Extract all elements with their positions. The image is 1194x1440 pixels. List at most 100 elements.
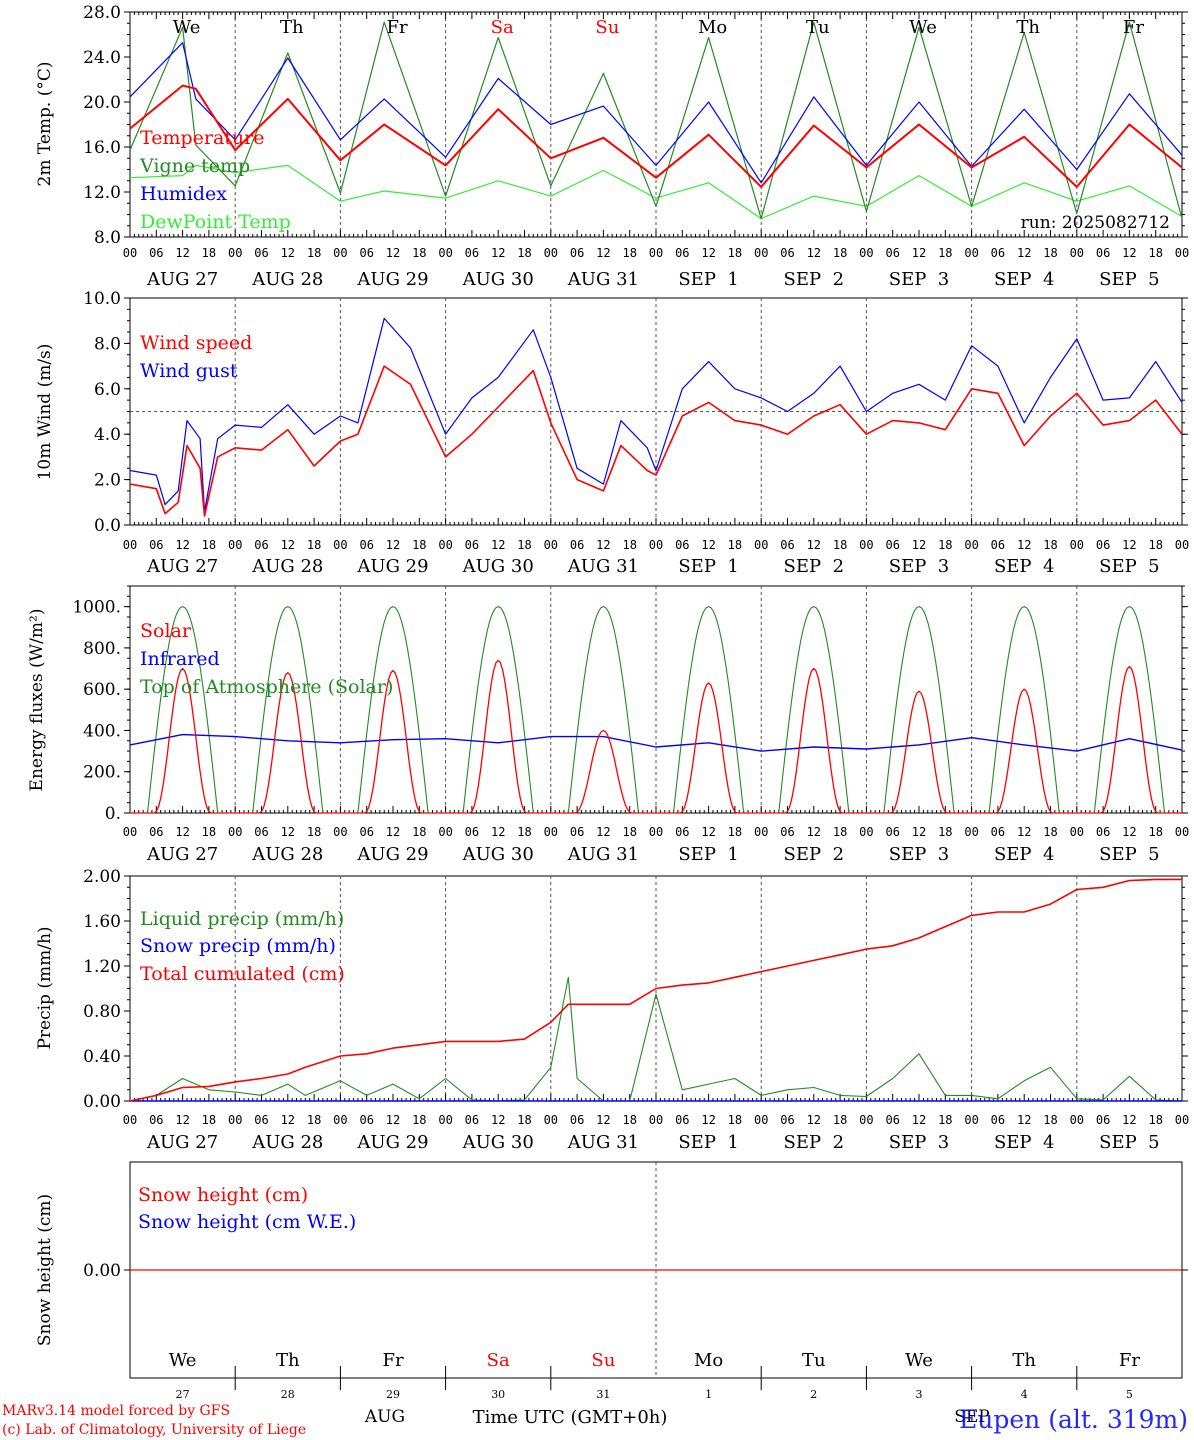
hour-label: 18 — [938, 246, 952, 260]
hour-label: 18 — [833, 825, 847, 839]
hour-label: 06 — [254, 1113, 268, 1127]
day-number-label: 27 — [176, 1388, 190, 1401]
series-liquid-precip — [129, 976, 1183, 1102]
hour-label: 06 — [359, 246, 373, 260]
hour-label: 06 — [991, 1113, 1005, 1127]
hour-label: 12 — [596, 538, 610, 552]
y-tick-label: 2.0 — [94, 471, 121, 491]
hour-label: 00 — [544, 1113, 558, 1127]
day-label: SEP 4 — [994, 844, 1054, 865]
wind-y-label: 10m Wind (m/s) — [35, 344, 55, 481]
hour-label: 00 — [754, 246, 768, 260]
day-label: AUG 28 — [251, 1132, 323, 1153]
y-tick-label: 400. — [83, 721, 121, 741]
run-label: run: 2025082712 — [1021, 213, 1170, 233]
y-tick-label: 200. — [83, 763, 121, 783]
day-label: AUG 31 — [567, 1132, 639, 1153]
hour-label: 00 — [964, 246, 978, 260]
hour-label: 12 — [1017, 825, 1031, 839]
hour-label: 06 — [149, 825, 163, 839]
weekday-label-top: Su — [595, 17, 619, 38]
weekday-label-bottom: Sa — [487, 1350, 510, 1371]
hour-label: 18 — [202, 246, 216, 260]
day-label: AUG 30 — [462, 269, 534, 290]
hour-label: 00 — [649, 1113, 663, 1127]
hour-label: 12 — [912, 825, 926, 839]
hour-label: 06 — [1096, 825, 1110, 839]
hour-label: 12 — [175, 825, 189, 839]
hour-label: 18 — [307, 825, 321, 839]
series-vigne-temp — [129, 21, 1183, 220]
y-tick-label: 600. — [83, 680, 121, 700]
hour-label: 00 — [859, 825, 873, 839]
hour-label: 06 — [465, 538, 479, 552]
day-number-label: 5 — [1126, 1388, 1133, 1401]
hour-label: 06 — [675, 825, 689, 839]
weekday-label-bottom: Mo — [694, 1350, 723, 1371]
panel-energy: 00 06 12 18 00 06 12 18 00 06 12 18 00 06 12 18 00 06 12 18… — [27, 585, 1189, 865]
panel-precip: 00 06 12 18 00 06 12 18 00 06 12 18 00 06 12 18 00 06 12 18… — [35, 867, 1189, 1153]
hour-label: 12 — [1017, 538, 1031, 552]
series-wind-speed — [129, 365, 1183, 517]
hour-label: 00 — [123, 825, 137, 839]
day-number-label: 30 — [491, 1388, 505, 1401]
hour-label: 18 — [1148, 1113, 1162, 1127]
hour-label: 18 — [622, 825, 636, 839]
weekday-label-bottom: Su — [591, 1350, 615, 1371]
y-tick-label: 1.60 — [83, 912, 121, 932]
day-label: AUG 29 — [356, 844, 428, 865]
weekday-label-bottom: Th — [276, 1350, 300, 1371]
hour-label: 06 — [254, 538, 268, 552]
hour-label: 12 — [596, 825, 610, 839]
snow-plot-area: 0.00 We Th Fr Sa Su Mo Tu We Th Fr 27 28 29 30 31 1 2 3 4 5 — [83, 1161, 1188, 1401]
hour-label: 00 — [123, 1113, 137, 1127]
day-label: SEP 5 — [1099, 844, 1159, 865]
hour-label: 18 — [1043, 825, 1057, 839]
hour-label: 00 — [1175, 246, 1189, 260]
hour-label: 12 — [596, 1113, 610, 1127]
hour-label: 00 — [964, 825, 978, 839]
hour-label: 18 — [202, 825, 216, 839]
hour-label: 06 — [465, 825, 479, 839]
hour-label: 06 — [991, 825, 1005, 839]
hour-label: 18 — [412, 1113, 426, 1127]
hour-label: 18 — [833, 246, 847, 260]
weekday-label-bottom: Fr — [1119, 1350, 1140, 1371]
day-number-label: 29 — [386, 1388, 400, 1401]
hour-label: 12 — [175, 246, 189, 260]
day-label: SEP 4 — [994, 269, 1054, 290]
hour-label: 18 — [1043, 1113, 1057, 1127]
y-tick-label: 6.0 — [94, 380, 121, 400]
hour-label: 00 — [438, 825, 452, 839]
legend-infrared: Infrared — [140, 648, 220, 670]
hour-label: 06 — [675, 1113, 689, 1127]
hour-label: 00 — [123, 246, 137, 260]
legend-toa: Top of Atmosphere (Solar) — [140, 676, 393, 698]
legend-snow-precip: Snow precip (mm/h) — [140, 935, 336, 957]
weekday-label-bottom: We — [169, 1350, 197, 1371]
wind-plot-area: 00 06 12 18 00 06 12 18 00 06 12 18 00 06 12 18 00 06 12 18… — [83, 289, 1189, 577]
day-number-label: 28 — [281, 1388, 295, 1401]
day-label: SEP 1 — [678, 269, 738, 290]
hour-label: 06 — [780, 246, 794, 260]
hour-label: 18 — [622, 1113, 636, 1127]
day-label: AUG 29 — [356, 269, 428, 290]
day-number-label: 2 — [810, 1388, 817, 1401]
day-number-label: 1 — [705, 1388, 712, 1401]
hour-label: 00 — [333, 538, 347, 552]
legend-snow-height: Snow height (cm) — [138, 1184, 308, 1206]
day-number-label: 31 — [596, 1388, 610, 1401]
hour-label: 00 — [438, 1113, 452, 1127]
weekday-label-bottom: We — [905, 1350, 933, 1371]
day-label: AUG 28 — [251, 269, 323, 290]
legend-vigne-temp: Vigne temp — [139, 155, 250, 177]
hour-label: 06 — [149, 1113, 163, 1127]
y-tick-label: 2.00 — [83, 867, 121, 887]
hour-label: 06 — [254, 246, 268, 260]
series-wind-gust — [129, 317, 1183, 512]
hour-label: 12 — [175, 538, 189, 552]
series-humidex — [129, 42, 1183, 184]
hour-label: 18 — [1043, 538, 1057, 552]
